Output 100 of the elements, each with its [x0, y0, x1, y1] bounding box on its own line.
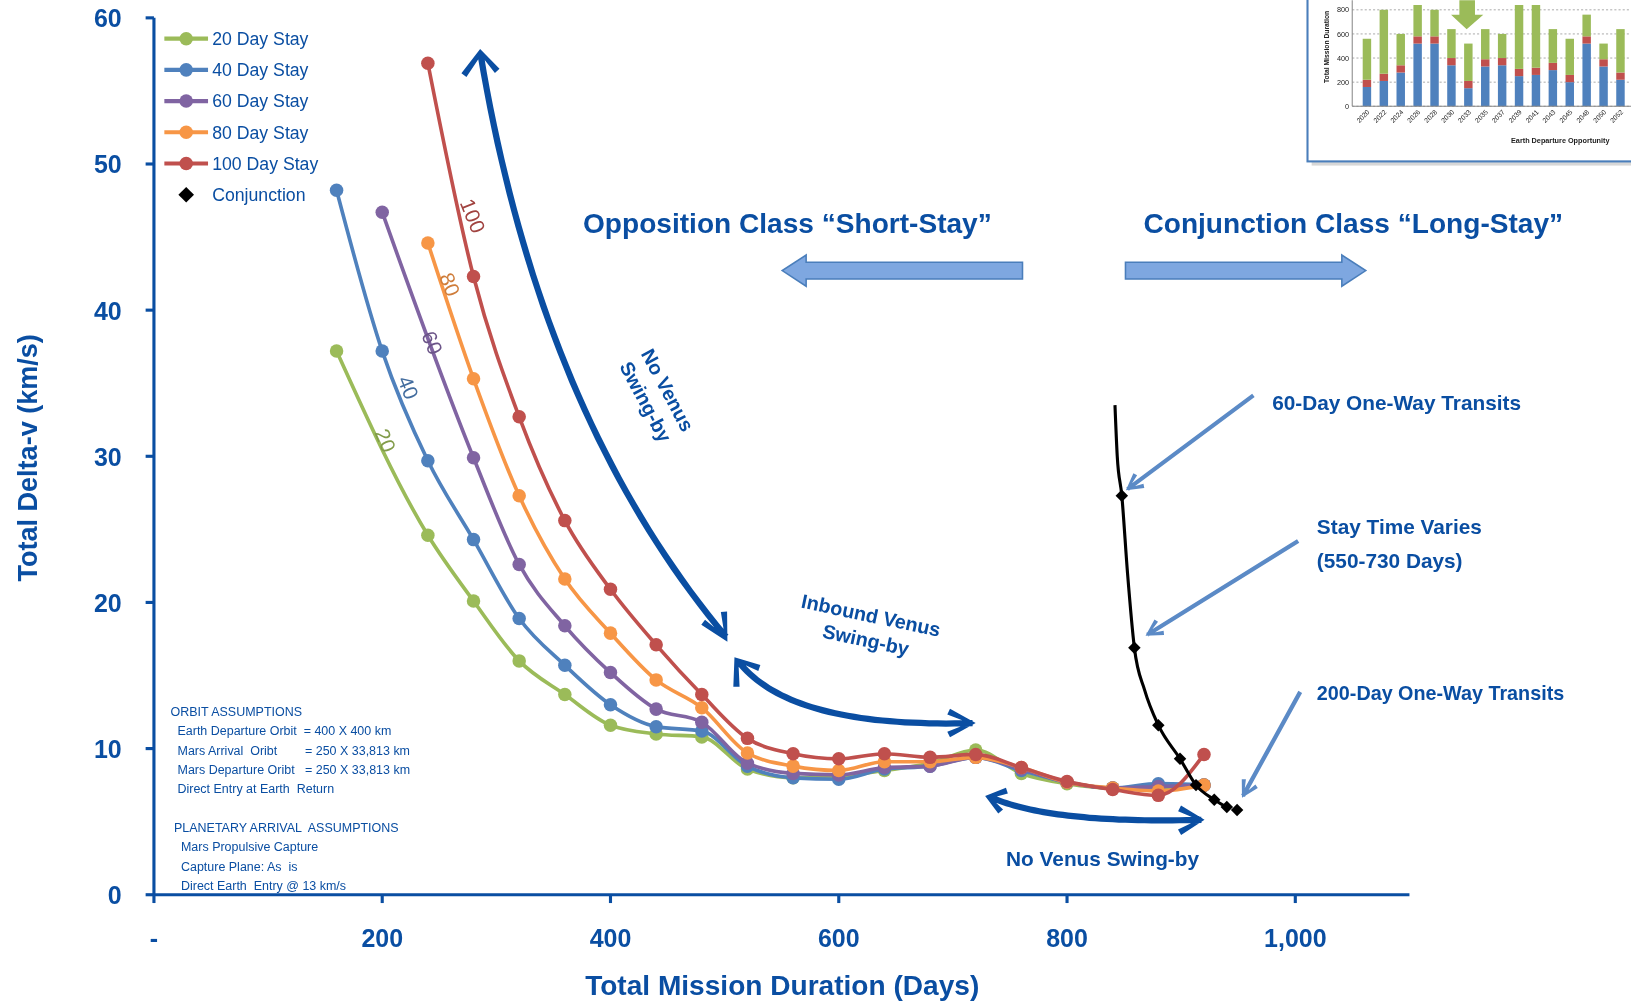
bar: [1396, 33, 1405, 66]
point: [512, 557, 526, 572]
point: [603, 582, 618, 597]
bar: [1582, 43, 1591, 107]
point: [329, 344, 344, 358]
bar: [1379, 73, 1389, 81]
point: [603, 665, 618, 680]
point: [421, 453, 435, 468]
text: ORBIT ASSUMPTIONS Earth Departure Orbit = 400 X 400 km Mars Arrival Oribt = 250 X 33,813 km Mars Departure Oribt = 250 X 33,813 km Direct Entry at Earth Return PLANETARY ARRIVAL ASSUMPTIONS Mars Propulsive Capture Capture Plane: As is Direct Earth Entry @ 13 km/s: [170, 704, 411, 893]
legend-label: 40 Day Stay: [212, 60, 309, 81]
point: [603, 697, 618, 712]
bar: [1548, 62, 1558, 71]
point: [1151, 788, 1166, 803]
point: [466, 269, 481, 284]
x-tick-label: -: [149, 923, 159, 952]
bar: [1464, 43, 1473, 81]
bar: [1582, 36, 1591, 44]
point: [329, 183, 344, 198]
bar: [1413, 36, 1422, 44]
point: [740, 746, 755, 760]
annotation: Conjunction Class “Long-Stay”: [1143, 208, 1564, 240]
point: [466, 372, 481, 386]
point: [923, 750, 937, 765]
bar: [1379, 80, 1389, 107]
point: [558, 572, 572, 586]
bar: [1565, 38, 1574, 75]
point: [832, 763, 846, 778]
point: [740, 731, 755, 746]
y-tick-label: 10: [93, 734, 122, 763]
point: [786, 746, 800, 761]
bar: [1464, 88, 1473, 107]
bar: [1616, 72, 1625, 80]
bar: [1599, 59, 1608, 67]
bar: [1531, 67, 1541, 75]
point: [786, 759, 800, 773]
point: [375, 344, 389, 358]
point: [603, 626, 618, 640]
annotation: Inbound Venus Swing-by: [799, 589, 943, 660]
bar: [1616, 29, 1625, 73]
y-tick-label: 40: [93, 296, 122, 325]
bar: [1396, 72, 1405, 107]
x-tick-label: 400: [589, 923, 632, 952]
y-tick-label: 200: [1336, 77, 1350, 87]
bar: [1362, 38, 1372, 80]
legend-label: 60 Day Stay: [212, 91, 309, 112]
bar: [1447, 29, 1456, 59]
y-tick-label: 50: [93, 150, 122, 179]
bar: [1481, 59, 1490, 67]
point: [421, 236, 435, 250]
bar: [1447, 58, 1456, 66]
annotation: 80: [435, 269, 466, 300]
x-tick-label: 200: [361, 923, 404, 952]
annotation: Opposition Class “Short-Stay”: [583, 208, 992, 240]
y-tick-label: 20: [93, 588, 122, 617]
bar: [1531, 5, 1541, 68]
point: [695, 700, 709, 715]
bar: [1362, 79, 1372, 87]
bar: [1481, 66, 1490, 107]
y-tick-label: 60: [93, 4, 122, 33]
point: [512, 611, 526, 626]
legend-label: 80 Day Stay: [212, 122, 309, 143]
point: [466, 450, 481, 465]
point: [558, 658, 572, 673]
annotation: 200-Day One-Way Transits: [1316, 682, 1565, 705]
y-tick-label: 400: [1336, 53, 1350, 63]
bar: [1514, 76, 1524, 107]
y-tick-label: 30: [93, 442, 122, 471]
bar: [1430, 43, 1439, 107]
point: [649, 673, 663, 687]
bar: [1565, 82, 1574, 107]
annotation: No Venus Swing-by: [1006, 846, 1200, 870]
point: [558, 619, 572, 633]
bar: [1396, 65, 1405, 73]
point: [1230, 803, 1244, 817]
bar: [1531, 74, 1541, 107]
annotation: 60: [417, 327, 448, 358]
point: [421, 56, 435, 70]
bar: [1616, 79, 1625, 107]
point: [877, 746, 892, 761]
bar: [1362, 86, 1372, 107]
x-axis-title: Earth Departure Opportunity: [1511, 135, 1610, 145]
annotation: 20: [370, 425, 401, 456]
point: [603, 718, 618, 732]
point: [649, 719, 663, 734]
annotation: Stay Time Varies (550-730 Days): [1316, 514, 1482, 573]
point: [1197, 747, 1211, 762]
bar: [1514, 5, 1524, 69]
legend-label: 20 Day Stay: [212, 28, 309, 49]
x-tick-label: 1,000: [1264, 923, 1327, 952]
x-tick-label: 800: [1046, 923, 1088, 952]
bar: [1548, 29, 1558, 63]
point: [421, 528, 435, 542]
point: [558, 687, 572, 702]
y-axis-title: Total Delta-v (km/s): [13, 334, 44, 582]
y-tick-label: 0: [107, 881, 122, 910]
bar: [1548, 70, 1558, 107]
bar: [1430, 9, 1439, 37]
point: [558, 513, 572, 528]
x-tick-label: 600: [817, 923, 860, 952]
point: [512, 410, 526, 424]
